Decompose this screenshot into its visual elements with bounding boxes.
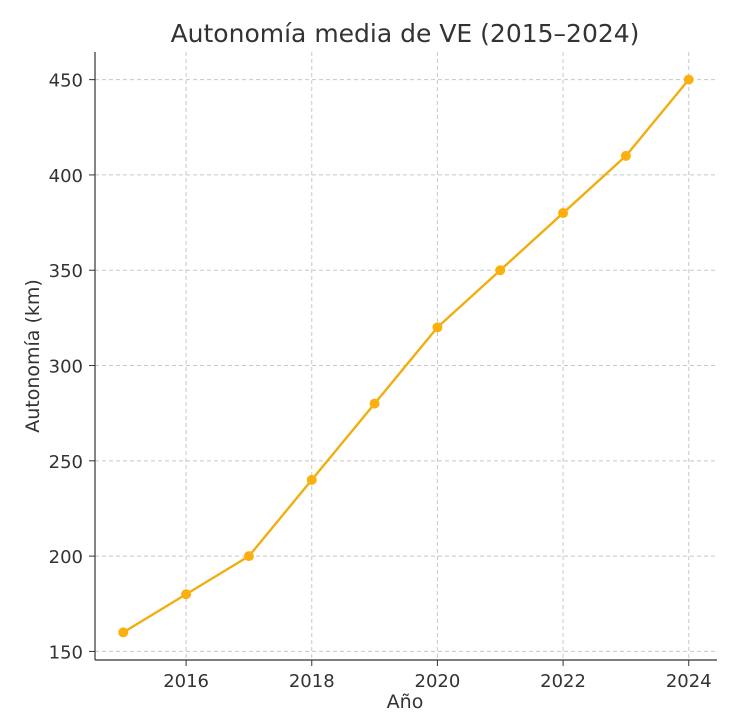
x-axis-label: Año <box>387 691 424 713</box>
x-tick-label: 2020 <box>415 671 461 692</box>
y-tick-label: 150 <box>49 642 83 663</box>
data-point <box>306 474 317 485</box>
y-tick-label: 250 <box>49 452 83 473</box>
y-tick-label: 300 <box>49 357 83 378</box>
y-tick-label: 350 <box>49 261 83 282</box>
chart-title: Autonomía media de VE (2015–2024) <box>171 19 640 48</box>
axes <box>89 52 717 666</box>
series-layer <box>118 74 694 638</box>
x-tick-label: 2024 <box>666 671 712 692</box>
data-point <box>181 589 192 600</box>
grid-lines <box>95 52 717 660</box>
data-point <box>369 398 380 409</box>
y-tick-label: 450 <box>49 71 83 92</box>
tick-labels: 2016 2018 2020 2022 2024 150 200 250 300 350 400 45… <box>49 71 712 692</box>
x-tick-label: 2018 <box>289 671 335 692</box>
data-point <box>558 208 569 219</box>
y-tick-label: 400 <box>49 166 83 187</box>
data-point <box>243 551 254 562</box>
x-tick-label: 2022 <box>540 671 586 692</box>
y-axis-label: Autonomía (km) <box>22 279 44 433</box>
data-point <box>432 322 443 333</box>
data-point <box>495 265 506 276</box>
data-point <box>683 74 694 85</box>
y-tick-label: 200 <box>49 547 83 568</box>
x-tick-label: 2016 <box>163 671 209 692</box>
data-point <box>620 150 631 161</box>
series-line <box>122 78 690 634</box>
data-point <box>118 627 129 638</box>
